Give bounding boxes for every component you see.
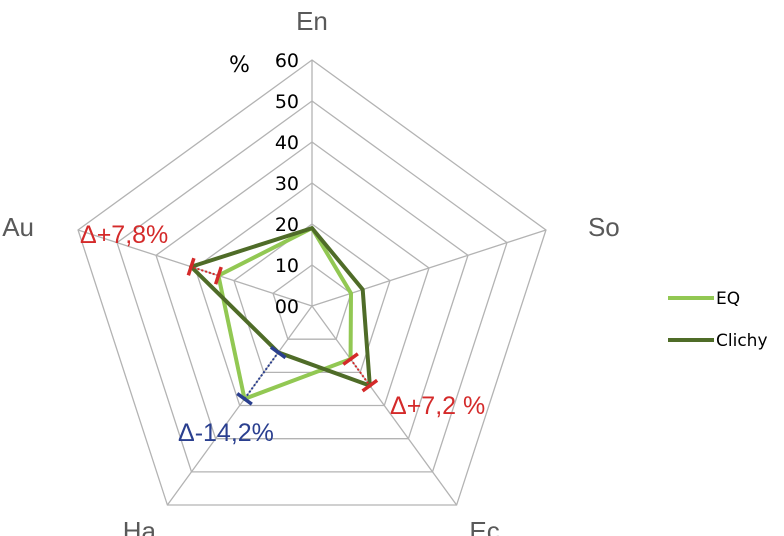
grid-spoke — [166, 305, 313, 506]
delta-connector — [190, 265, 219, 277]
tick-label: 50 — [275, 91, 299, 113]
delta-label-au: Δ+7,8% — [80, 221, 168, 249]
radar-grid — [77, 59, 547, 506]
series-eq — [216, 226, 353, 401]
radar-tick-labels: 00 10 20 30 40 50 60 — [275, 50, 299, 318]
delta-connector — [243, 351, 280, 400]
tick-label: 40 — [275, 132, 299, 154]
grid-spoke — [311, 305, 458, 506]
delta-tick — [186, 257, 196, 276]
axis-label-ec: Ec — [469, 516, 499, 536]
legend-label-clichy: Clichy — [716, 331, 768, 351]
delta-tick — [269, 345, 287, 360]
legend: EQ Clichy — [668, 289, 768, 351]
series-clichy — [189, 226, 372, 388]
delta-connector — [349, 358, 371, 387]
grid-ring — [77, 59, 547, 506]
axis-label-ha: Ha — [123, 516, 157, 536]
grid-ring — [116, 100, 508, 473]
radar-series — [189, 226, 372, 401]
grid-ring — [272, 264, 352, 340]
axis-labels: En So Ec Ha Au — [2, 6, 620, 536]
grid-ring — [194, 182, 430, 407]
grid-ring — [155, 141, 469, 440]
delta-tick — [342, 352, 359, 366]
delta-annotations: Δ+7,8% Δ+7,2 % Δ-14,2% — [80, 221, 485, 447]
delta-label-ec: Δ+7,2 % — [390, 392, 485, 420]
unit-label: % — [229, 53, 250, 78]
legend-label-eq: EQ — [716, 289, 740, 309]
delta-tick — [213, 266, 223, 285]
delta-tick — [236, 392, 253, 406]
tick-label: 30 — [275, 173, 299, 195]
tick-label: 20 — [275, 214, 299, 236]
axis-label-so: So — [588, 212, 620, 242]
delta-tick — [361, 378, 379, 393]
tick-label: 60 — [275, 50, 299, 72]
delta-label-ha: Δ-14,2% — [178, 419, 274, 447]
tick-label: 00 — [275, 296, 299, 318]
axis-label-au: Au — [2, 212, 34, 242]
tick-label: 10 — [275, 255, 299, 277]
axis-label-en: En — [296, 6, 328, 36]
